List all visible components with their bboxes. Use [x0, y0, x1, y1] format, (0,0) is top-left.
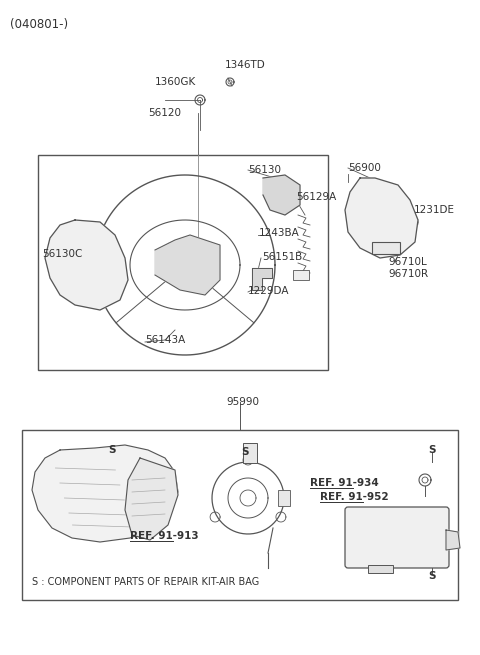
Text: REF. 91-913: REF. 91-913 — [130, 531, 199, 541]
Text: 95990: 95990 — [226, 397, 259, 407]
Polygon shape — [45, 220, 128, 310]
Bar — [368, 565, 393, 573]
Polygon shape — [446, 530, 460, 550]
Text: 56151B: 56151B — [262, 252, 302, 262]
Text: S: S — [428, 445, 436, 455]
Text: 56129A: 56129A — [296, 192, 336, 202]
Bar — [278, 490, 290, 506]
Text: S: S — [108, 445, 116, 455]
Text: REF. 91-934: REF. 91-934 — [310, 478, 379, 488]
Text: 96710L: 96710L — [388, 257, 427, 267]
Text: 1229DA: 1229DA — [248, 286, 289, 296]
Text: S : COMPONENT PARTS OF REPAIR KIT-AIR BAG: S : COMPONENT PARTS OF REPAIR KIT-AIR BA… — [32, 577, 259, 587]
Bar — [243, 443, 257, 463]
Text: 1360GK: 1360GK — [155, 77, 196, 87]
Text: 96710R: 96710R — [388, 269, 428, 279]
FancyBboxPatch shape — [345, 507, 449, 568]
Text: S: S — [241, 447, 249, 457]
Text: (040801-): (040801-) — [10, 18, 68, 31]
Polygon shape — [252, 268, 272, 290]
Text: REF. 91-952: REF. 91-952 — [320, 492, 389, 502]
Text: 56143A: 56143A — [145, 335, 185, 345]
Text: 56130C: 56130C — [42, 249, 83, 259]
Polygon shape — [32, 445, 178, 542]
Text: 1231DE: 1231DE — [414, 205, 455, 215]
Bar — [293, 270, 309, 280]
Bar — [22, 430, 458, 600]
Text: 56120: 56120 — [148, 108, 181, 118]
Bar — [372, 242, 400, 254]
Text: 56900: 56900 — [348, 163, 381, 173]
Polygon shape — [155, 235, 220, 295]
Text: 1243BA: 1243BA — [259, 228, 300, 238]
Polygon shape — [125, 458, 178, 540]
Polygon shape — [345, 178, 418, 258]
Text: 56130: 56130 — [248, 165, 281, 175]
Text: S: S — [428, 571, 436, 581]
Polygon shape — [263, 175, 300, 215]
Bar — [38, 155, 328, 370]
Text: 1346TD: 1346TD — [225, 60, 266, 70]
